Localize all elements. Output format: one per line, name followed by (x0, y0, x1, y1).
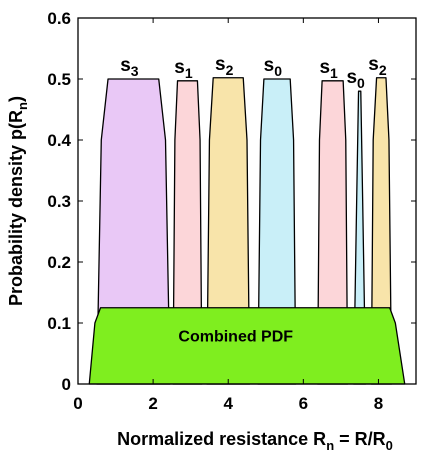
annotation: Combined PDF (178, 328, 293, 345)
series-name: s (264, 55, 275, 76)
series-label: s1 (319, 57, 338, 81)
y-tick-label: 0.5 (47, 70, 71, 89)
series-subscript: 0 (274, 63, 282, 79)
x-axis-label-part: n (326, 438, 334, 453)
x-tick-label: 4 (223, 394, 233, 413)
x-tick-label: 6 (299, 394, 308, 413)
series-subscript: 2 (226, 62, 234, 78)
series-name: s (174, 57, 185, 78)
series-subscript: 3 (131, 63, 139, 79)
x-axis-label-part: Normalized resistance R (117, 429, 326, 449)
y-tick-label: 0.4 (47, 131, 71, 150)
x-axis-label-part: = R/R (334, 429, 386, 449)
y-axis-label-part: n (15, 102, 30, 110)
series-name: s (319, 57, 330, 78)
x-axis-label-part: 0 (386, 438, 393, 453)
x-tick-label: 8 (374, 394, 383, 413)
y-tick-label: 0 (62, 375, 71, 394)
series-subscript: 1 (330, 65, 338, 81)
x-tick-label: 0 (73, 394, 82, 413)
combined-area (88, 307, 406, 385)
series-label: s2 (368, 54, 387, 78)
series-label: s1 (174, 57, 193, 81)
y-tick-label: 0.6 (47, 9, 71, 28)
series-name: s (120, 55, 131, 76)
x-tick-label: 2 (148, 394, 157, 413)
y-axis-label-part: Probability density p(R (6, 110, 26, 306)
y-tick-label: 0.3 (47, 192, 71, 211)
x-axis-label: Normalized resistance Rn = R/R0 (117, 429, 393, 453)
series-label: s0 (264, 55, 283, 79)
series-label: s3 (120, 55, 139, 79)
series-name: s (215, 54, 226, 75)
series-name: s (368, 54, 379, 75)
series-subscript: 0 (357, 75, 365, 91)
y-axis-label: Probability density p(Rn) (6, 96, 30, 306)
y-tick-label: 0.2 (47, 253, 71, 272)
y-axis-label-part: ) (6, 96, 26, 102)
series-label: s0 (346, 67, 365, 91)
series-label: s2 (215, 54, 234, 78)
series-subscript: 2 (379, 62, 387, 78)
series-subscript: 1 (185, 65, 193, 81)
series-name: s (346, 67, 357, 88)
y-tick-label: 0.1 (47, 314, 71, 333)
